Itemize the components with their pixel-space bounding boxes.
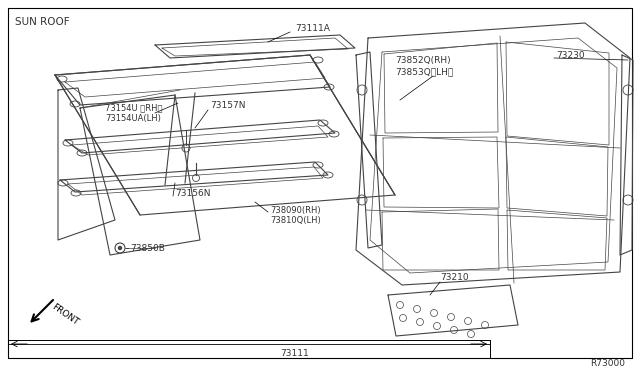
Text: FRONT: FRONT xyxy=(50,302,80,327)
Text: 738090(RH): 738090(RH) xyxy=(270,205,321,215)
Text: 73154U 〈RH〉: 73154U 〈RH〉 xyxy=(105,103,163,112)
Text: 73850B: 73850B xyxy=(130,244,165,253)
Text: 73810Q(LH): 73810Q(LH) xyxy=(270,215,321,224)
Text: R73000: R73000 xyxy=(590,359,625,368)
Text: 73111: 73111 xyxy=(280,349,309,357)
Text: 73111A: 73111A xyxy=(295,23,330,32)
Circle shape xyxy=(118,247,122,250)
Text: SUN ROOF: SUN ROOF xyxy=(15,17,70,27)
Text: 73230: 73230 xyxy=(556,51,584,60)
Text: 73853Q〈LH〉: 73853Q〈LH〉 xyxy=(395,67,453,77)
Text: 73852Q(RH): 73852Q(RH) xyxy=(395,55,451,64)
Text: 73154UA(LH): 73154UA(LH) xyxy=(105,113,161,122)
Text: 73156N: 73156N xyxy=(175,189,211,198)
Text: 73157N: 73157N xyxy=(210,100,246,109)
Text: 73210: 73210 xyxy=(440,273,468,282)
